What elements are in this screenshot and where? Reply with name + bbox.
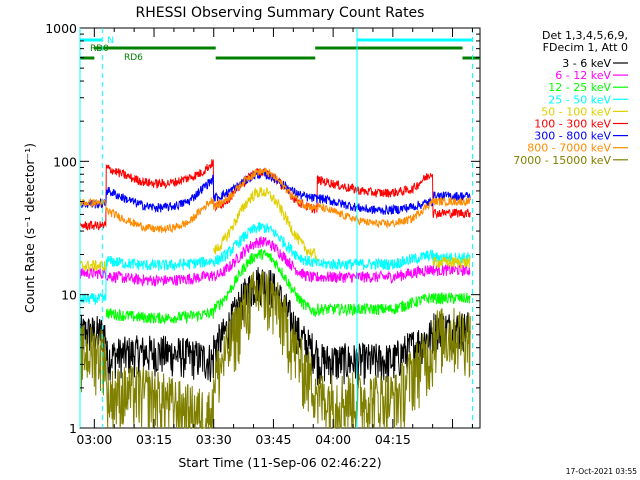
series-2-segment — [79, 236, 471, 287]
y-tick-label: 10 — [61, 288, 77, 303]
series-9-segment — [79, 270, 471, 430]
legend-entry-1-label: 3 - 6 keV — [562, 57, 611, 70]
data-layer — [79, 159, 471, 430]
series-5-segment — [79, 259, 107, 272]
legend-entry-8-label: 800 - 7000 keV — [527, 142, 611, 155]
x-tick-label: 04:00 — [315, 432, 351, 447]
y-tick-label: 100 — [53, 154, 77, 169]
x-tick-label: 04:15 — [375, 432, 411, 447]
legend-entry-4-label: 25 - 50 keV — [548, 93, 611, 106]
series-5-segment — [432, 256, 471, 269]
series-8-line — [79, 167, 471, 234]
legend: Det 1,3,4,5,6,9, FDecim 1, Att 0 3 - 6 k… — [513, 29, 628, 167]
series-9-line — [79, 270, 471, 430]
series-2-line — [79, 236, 471, 287]
y-tick-label: 1000 — [45, 21, 77, 36]
x-tick-label: 03:45 — [255, 432, 291, 447]
series-8-segment — [79, 167, 471, 234]
x-tick-label: 03:30 — [196, 432, 232, 447]
legend-entry-6-label: 100 - 300 keV — [534, 118, 611, 131]
legend-entry-7-label: 300 - 800 keV — [534, 130, 611, 143]
legend-header-line-2: FDecim 1, Att 0 — [543, 41, 628, 54]
y-tick-label: 1 — [69, 421, 77, 436]
rd6-label: RD6 — [124, 53, 143, 63]
x-tick-label: 03:15 — [136, 432, 172, 447]
legend-header-line-1: Det 1,3,4,5,6,9, — [542, 29, 628, 42]
series-5-line — [79, 186, 471, 272]
legend-entry-2-label: 6 - 12 keV — [555, 69, 611, 82]
chart-title: RHESSI Observing Summary Count Rates — [136, 5, 425, 21]
legend-entry-9-label: 7000 - 15000 keV — [513, 154, 611, 167]
y-axis-label: Count Rate (s⁻¹ detector⁻¹) — [22, 143, 37, 313]
series-3-line — [105, 248, 471, 325]
night-label: N — [107, 36, 114, 46]
series-4-line — [79, 221, 471, 305]
legend-entry-5-label: 50 - 100 keV — [541, 105, 611, 118]
legend-entry-3-label: 12 - 25 keV — [548, 81, 611, 94]
axis-layer: 1 10 100 1000 03:00 03:15 03:30 03:45 04:00 04:15 — [45, 21, 480, 447]
series-5-segment — [213, 186, 318, 261]
footer-date: 17-Oct-2021 03:55 — [566, 467, 637, 476]
series-4-segment — [79, 221, 471, 305]
x-axis-label: Start Time (11-Sep-06 02:46:22) — [178, 455, 381, 470]
annotation-layer: NRD0RD6 — [79, 28, 480, 428]
x-tick-label: 03:00 — [76, 432, 112, 447]
series-3-segment — [105, 248, 471, 325]
